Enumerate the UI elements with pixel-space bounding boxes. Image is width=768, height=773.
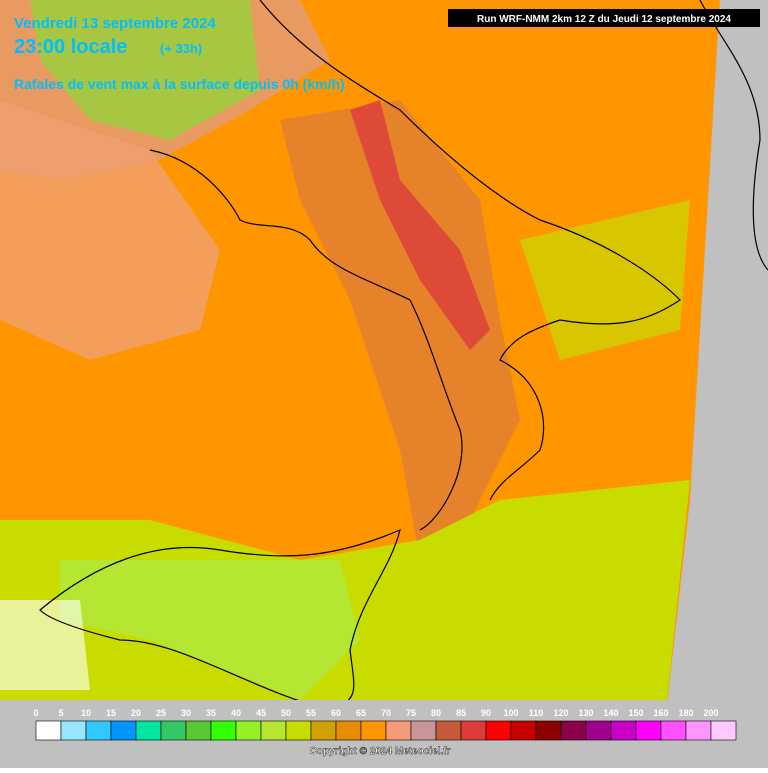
legend-label: 40 [231,708,241,718]
legend-label: 25 [156,708,166,718]
legend-swatch [260,720,287,741]
legend-swatch [60,720,87,741]
legend-swatch [510,720,537,741]
legend-label: 110 [529,708,544,718]
legend-swatch [385,720,412,741]
outside-domain [660,0,768,768]
legend-label: 150 [628,708,643,718]
legend-swatch [35,720,62,741]
offset: (+ 33h) [160,41,202,56]
legend-swatch [410,720,437,741]
date: Vendredi 13 septembre 2024 [14,15,216,32]
legend-label: 35 [206,708,216,718]
legend-swatch [560,720,587,741]
legend-label: 10 [81,708,91,718]
legend-label: 55 [306,708,316,718]
copyright: Copyright © 2024 Meteociel.fr [310,746,451,757]
wind-zone [30,0,260,140]
legend-swatch [485,720,512,741]
legend-swatch [235,720,262,741]
coastline [259,0,681,501]
legend-swatch [435,720,462,741]
field-title: Rafales de vent max à la surface depuis … [14,76,345,92]
legend-label: 65 [356,708,366,718]
legend-label: 140 [603,708,618,718]
legend-swatch [135,720,162,741]
legend-swatch [110,720,137,741]
coastline [699,0,768,271]
legend-label: 50 [281,708,291,718]
legend-label: 80 [431,708,441,718]
wind-zone [280,100,520,560]
coastline [149,149,463,531]
legend-label: 70 [381,708,391,718]
coastlines [39,0,768,711]
legend-label: 60 [331,708,341,718]
legend-label: 200 [703,708,718,718]
legend-swatch [335,720,362,741]
legend-label: 30 [181,708,191,718]
legend-label: 45 [256,708,266,718]
wind-zone [0,100,220,360]
legend-swatch [210,720,237,741]
legend-swatch [160,720,187,741]
legend-label: 130 [578,708,593,718]
legend-swatch [85,720,112,741]
legend-swatch [685,720,712,741]
legend-swatch [360,720,387,741]
legend: 0 5 10 15 20 25 30 35 40 45 50 55 60 65 70 75 80 85 90 100 1… [33,708,737,741]
time: 23:00 locale [14,36,127,58]
wind-zone [0,600,90,690]
legend-label: 180 [678,708,693,718]
legend-swatch [610,720,637,741]
legend-label: 85 [456,708,466,718]
legend-swatch [185,720,212,741]
run-box [448,9,760,27]
legend-label: 15 [106,708,116,718]
legend-label: 20 [131,708,141,718]
legend-label: 100 [503,708,518,718]
coastline [39,528,401,711]
legend-swatch [635,720,662,741]
legend-swatch [710,720,737,741]
legend-label: 75 [406,708,416,718]
wind-zone [60,560,360,700]
legend-swatch [310,720,337,741]
legend-label: 90 [481,708,491,718]
legend-swatch [660,720,687,741]
legend-swatch [460,720,487,741]
legend-swatch [535,720,562,741]
legend-label: 0 [33,708,38,718]
legend-swatch [285,720,312,741]
legend-label: 120 [553,708,568,718]
legend-label: 5 [58,708,63,718]
legend-swatch [585,720,612,741]
legend-label: 160 [653,708,668,718]
run-info: Run WRF-NMM 2km 12 Z du Jeudi 12 septemb… [477,14,731,25]
wind-zone [350,100,490,350]
